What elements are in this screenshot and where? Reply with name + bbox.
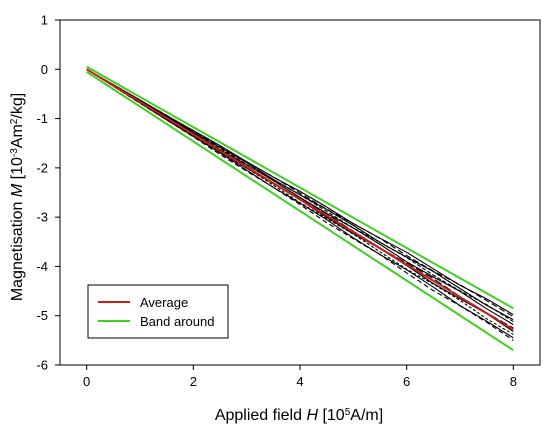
x-axis-label: Applied field H [105A/m] xyxy=(215,407,383,425)
y-tick-label: 1 xyxy=(41,13,48,28)
y-tick-label: -5 xyxy=(36,308,48,323)
y-tick-label: 0 xyxy=(41,62,48,77)
sample-curve xyxy=(86,68,514,318)
y-tick-label: -6 xyxy=(36,358,48,373)
y-axis-label-group: Magnetisation M [10-3Am2/kg] xyxy=(9,93,27,301)
legend-label: Average xyxy=(140,295,188,310)
legend-box xyxy=(87,284,229,339)
x-tick-label: 2 xyxy=(190,374,197,389)
x-tick-label: 8 xyxy=(510,374,517,389)
y-axis-label: Magnetisation M [10-3Am2/kg] xyxy=(9,93,27,301)
y-tick-label: -2 xyxy=(36,160,48,175)
x-tick-label: 0 xyxy=(83,374,90,389)
average-line xyxy=(86,68,514,331)
band-line-lower xyxy=(86,70,514,352)
sample-curve xyxy=(86,68,514,323)
y-tick-label: -1 xyxy=(36,111,48,126)
legend-label: Band around xyxy=(140,314,214,329)
band-line-upper xyxy=(86,65,514,310)
x-tick-label: 6 xyxy=(403,374,410,389)
x-tick-label: 4 xyxy=(296,374,303,389)
y-tick-label: -3 xyxy=(36,210,48,225)
y-tick-label: -4 xyxy=(36,259,48,274)
sample-curve xyxy=(86,68,514,341)
